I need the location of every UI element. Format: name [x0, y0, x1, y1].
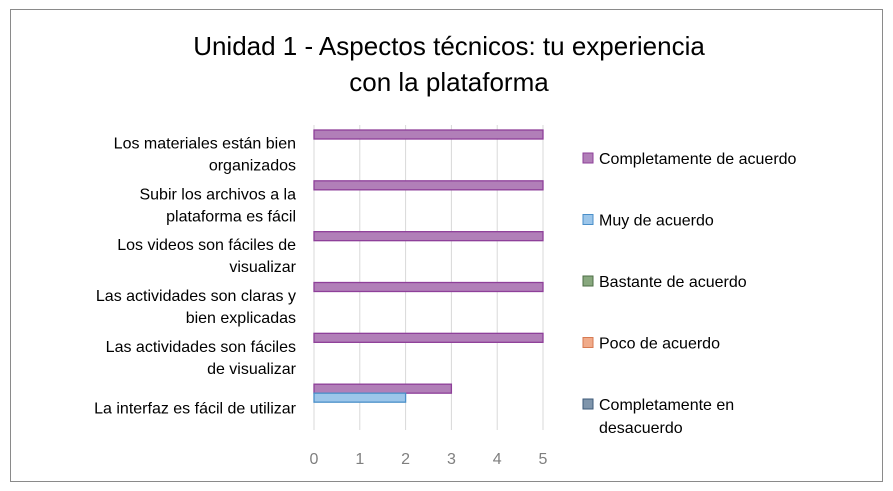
- category-label: bien explicadas: [186, 310, 296, 327]
- category-label: visualizar: [229, 259, 296, 276]
- chart-title: Unidad 1 - Aspectos técnicos: tu experie…: [193, 31, 705, 61]
- category-label: de visualizar: [207, 361, 297, 378]
- category-label: Las actividades son fáciles: [106, 339, 296, 356]
- category-label: La interfaz es fácil de utilizar: [94, 401, 297, 418]
- category-label: Los materiales están bien: [114, 135, 296, 152]
- bar-completamente-de-acuerdo: [313, 281, 544, 293]
- legend-label: desacuerdo: [599, 420, 683, 437]
- legend-swatch: [582, 214, 594, 225]
- category-label: organizados: [209, 157, 296, 174]
- x-tick-label: 3: [447, 451, 456, 468]
- x-tick-label: 5: [539, 451, 548, 468]
- chart-frame: [10, 9, 883, 482]
- legend-label: Completamente en: [599, 397, 734, 414]
- legend-label: Poco de acuerdo: [599, 336, 720, 353]
- x-tick-label: 1: [355, 451, 364, 468]
- legend-swatch: [582, 275, 594, 287]
- legend-swatch: [582, 398, 594, 410]
- legend-label: Muy de acuerdo: [599, 213, 714, 230]
- x-tick-label: 0: [310, 451, 319, 468]
- category-label: Las actividades son claras y: [96, 288, 296, 305]
- category-label: Subir los archivos a la: [139, 186, 296, 203]
- chart-title: con la plataforma: [349, 67, 549, 97]
- bar-muy-de-acuerdo: [313, 392, 407, 403]
- bar-completamente-de-acuerdo: [313, 180, 544, 191]
- x-tick-label: 2: [401, 451, 410, 468]
- category-label: plataforma es fácil: [166, 208, 296, 225]
- bar-completamente-de-acuerdo: [313, 332, 544, 343]
- bar-completamente-de-acuerdo: [313, 383, 453, 394]
- bar-completamente-de-acuerdo: [313, 129, 544, 140]
- legend-label: Completamente de acuerdo: [599, 151, 797, 168]
- bar-completamente-de-acuerdo: [313, 231, 544, 242]
- legend-label: Bastante de acuerdo: [599, 274, 747, 291]
- legend-swatch: [582, 152, 594, 164]
- legend-swatch: [582, 337, 594, 348]
- x-tick-label: 4: [493, 451, 502, 468]
- category-label: Los videos son fáciles de: [117, 237, 296, 254]
